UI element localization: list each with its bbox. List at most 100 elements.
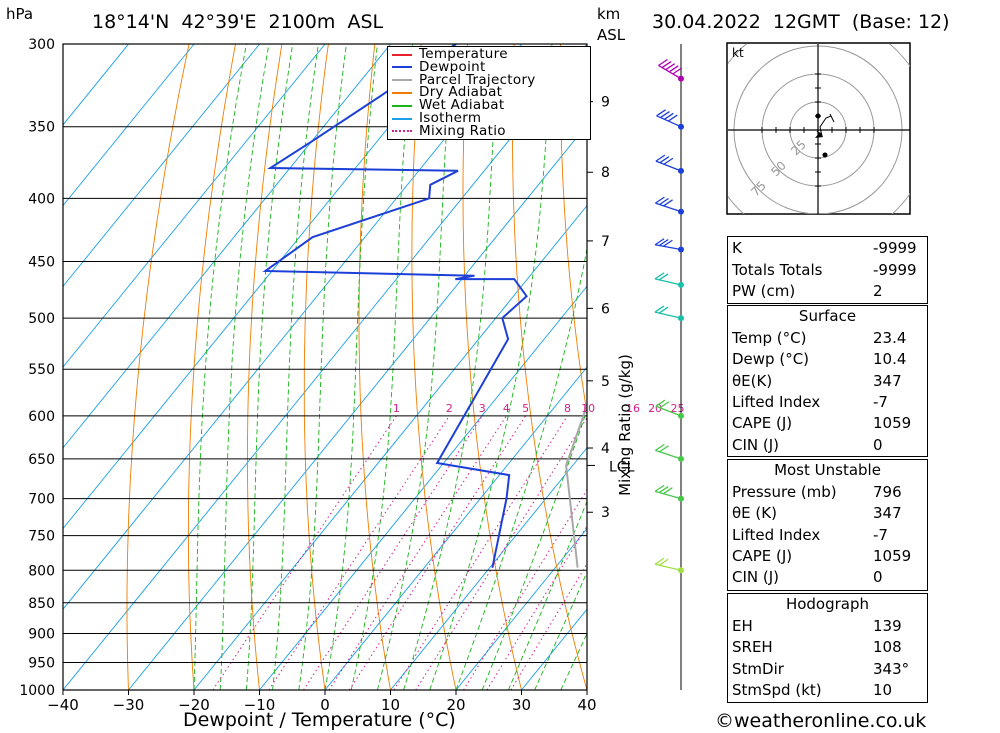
pressure-tick-label: 800 bbox=[28, 563, 55, 579]
isotherm-line bbox=[324, 366, 587, 690]
legend-swatch bbox=[392, 130, 412, 133]
mixing-ratio-label: 8 bbox=[564, 402, 571, 415]
wind-barb-staff bbox=[654, 244, 682, 251]
indices-label: CAPE (J) bbox=[732, 414, 793, 433]
wind-barb-flag bbox=[658, 485, 669, 494]
legend-label: Dry Adiabat bbox=[419, 84, 503, 101]
mixing-ratio-label: 10 bbox=[581, 402, 595, 415]
pressure-tick-label: 700 bbox=[28, 492, 55, 508]
indices-value: 108 bbox=[873, 638, 902, 657]
indices-value: 139 bbox=[873, 617, 902, 635]
indices-box: Most Unstable Pressure (mb) 796 θE (K) 347 Li… bbox=[727, 459, 928, 591]
indices-box: Hodograph EH 139 SREH 108 StmDir 343° StmSpd (k… bbox=[727, 593, 928, 703]
dry-adiabat-line bbox=[512, 44, 587, 690]
dry-adiabat-line bbox=[411, 44, 457, 690]
pressure-tick-label: 850 bbox=[28, 596, 55, 612]
hodograph-point bbox=[815, 113, 821, 119]
x-tick-label: 20 bbox=[446, 696, 465, 714]
hodograph-arrow bbox=[815, 132, 823, 138]
altitude-tick-label: 6 bbox=[601, 301, 610, 317]
isotherm-line bbox=[128, 124, 587, 690]
dry-adiabat-line bbox=[358, 44, 391, 690]
wet-adiabat-line bbox=[245, 44, 294, 690]
indices-label: θE(K) bbox=[732, 371, 773, 390]
asl-label: ASL bbox=[597, 26, 626, 44]
altitude-tick-label: 9 bbox=[601, 95, 610, 111]
mixing-ratio-line bbox=[212, 415, 397, 690]
wind-barb-flag bbox=[654, 484, 665, 492]
legend-swatch bbox=[392, 79, 412, 82]
pressure-tick-label: 450 bbox=[28, 255, 55, 271]
pressure-tick-label: 300 bbox=[28, 37, 55, 53]
dry-adiabat-line bbox=[559, 44, 587, 417]
mixing-ratio-line bbox=[393, 415, 568, 690]
parcel-trajectory-line bbox=[565, 401, 587, 568]
hodograph-unit-label: kt bbox=[732, 46, 744, 60]
x-tick-label: −30 bbox=[113, 696, 145, 714]
isotherm-line bbox=[63, 44, 260, 288]
wind-barb-flag bbox=[660, 111, 670, 119]
wind-barb-flag bbox=[667, 114, 678, 122]
mixing-ratio-line bbox=[415, 416, 587, 690]
datetime-title: 30.04.2022 12GMT (Base: 12) bbox=[652, 11, 950, 33]
wind-barb-flag bbox=[658, 238, 669, 247]
dry-adiabat-line bbox=[979, 44, 1000, 690]
wet-adiabat-line bbox=[272, 44, 319, 690]
wind-barb-flag bbox=[656, 109, 666, 117]
temperature-line bbox=[601, 44, 689, 568]
indices-label: CAPE (J) bbox=[732, 546, 793, 565]
legend-label: Parcel Trajectory bbox=[419, 71, 536, 88]
x-tick-label: −20 bbox=[178, 696, 210, 714]
mixing-ratio-line bbox=[303, 415, 483, 690]
wet-adiabat-line bbox=[193, 44, 247, 690]
mixing-ratio-label: 2 bbox=[446, 402, 453, 415]
wind-level-dot bbox=[678, 123, 684, 130]
indices-section-title: Most Unstable bbox=[774, 461, 881, 479]
wind-barb-flag bbox=[658, 306, 669, 314]
wind-barb-flag bbox=[659, 401, 670, 409]
wet-adiabat-line bbox=[534, 571, 587, 690]
indices-label: θE (K) bbox=[732, 504, 777, 523]
indices-label: Pressure (mb) bbox=[732, 483, 837, 501]
legend-item: Mixing Ratio bbox=[392, 124, 506, 138]
indices-value: 1059 bbox=[873, 414, 912, 433]
indices-label: SREH bbox=[732, 638, 773, 657]
indices-label: PW (cm) bbox=[732, 282, 796, 300]
indices-value: -7 bbox=[873, 392, 888, 411]
x-tick-label: −40 bbox=[47, 696, 79, 714]
legend-item: Parcel Trajectory bbox=[392, 71, 536, 88]
wet-adiabat-line bbox=[219, 44, 270, 690]
indices-value: 2 bbox=[873, 282, 883, 300]
wind-barb-flag bbox=[672, 67, 683, 75]
credit-text: ©weatheronline.co.uk bbox=[715, 710, 927, 732]
indices-label: Dewp (°C) bbox=[732, 350, 810, 369]
mixing-ratio-label: 5 bbox=[522, 402, 529, 415]
legend-item: Dewpoint bbox=[392, 60, 486, 74]
indices-value: 10.4 bbox=[873, 350, 907, 369]
indices-value: 23.4 bbox=[873, 329, 907, 347]
indices-value: -9999 bbox=[873, 239, 917, 257]
indices-value: 0 bbox=[873, 568, 883, 587]
pressure-tick-label: 600 bbox=[28, 409, 55, 425]
isotherm-line bbox=[63, 44, 129, 126]
wind-barb-staff bbox=[654, 563, 682, 571]
x-tick-label: 10 bbox=[381, 696, 400, 714]
wind-barb-flag bbox=[658, 558, 669, 566]
wind-barb-flag bbox=[668, 65, 679, 73]
wind-barb-flag bbox=[663, 157, 674, 165]
isotherm-line bbox=[390, 447, 587, 690]
isotherm-line bbox=[63, 44, 522, 610]
indices-value: 343° bbox=[873, 659, 910, 678]
altitude-tick-label: 8 bbox=[601, 165, 610, 181]
wind-barb-flag bbox=[659, 445, 669, 453]
indices-section-title: Hodograph bbox=[785, 595, 870, 613]
wind-barb-staff bbox=[654, 311, 682, 319]
isotherm-line bbox=[455, 527, 587, 690]
altitude-tick-label: 3 bbox=[601, 505, 610, 521]
legend-item: Temperature bbox=[392, 47, 508, 61]
mixing-ratio-line bbox=[268, 415, 450, 690]
legend-swatch bbox=[392, 66, 412, 69]
legend-item: Isotherm bbox=[392, 111, 481, 125]
